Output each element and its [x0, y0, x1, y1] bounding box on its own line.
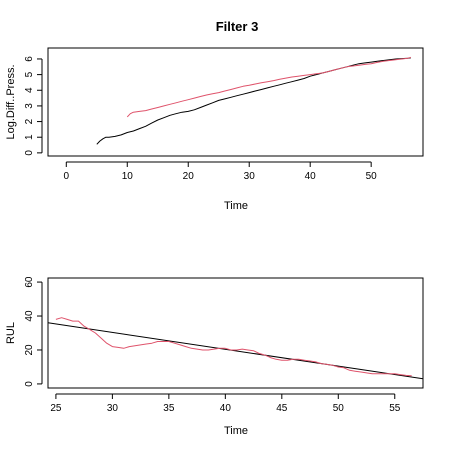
bottom-x-tick-label: 35 [163, 403, 175, 414]
bottom-x-tick-label: 30 [107, 403, 119, 414]
bottom-y-tick-label: 60 [24, 276, 35, 288]
bottom-x-tick-label: 45 [276, 403, 288, 414]
top-y-tick-label: 0 [24, 150, 35, 156]
top-y-tick-label: 5 [24, 71, 35, 77]
top-panel: 0 10 20 30 40 50 0 1 2 3 4 5 6 Time Log.Diff..Press… [5, 47, 424, 212]
bottom-x-axis-label: Time [224, 425, 248, 437]
top-x-tick-label: 50 [366, 171, 378, 182]
top-y-tick-label: 2 [24, 118, 35, 124]
top-y-tick-label: 3 [24, 103, 35, 109]
top-y-axis-label: Log.Diff..Press. [5, 65, 17, 140]
bottom-x-axis: 25 30 35 40 45 50 55 [50, 393, 401, 414]
bottom-x-tick-label: 40 [220, 403, 232, 414]
bottom-y-tick-label: 0 [24, 381, 35, 387]
bottom-series-line-1 [47, 322, 424, 380]
bottom-panel: 25 30 35 40 45 50 55 0 20 40 60 Time RUL [5, 276, 424, 437]
top-y-tick-label: 1 [24, 134, 35, 140]
top-series-line-2 [126, 56, 411, 118]
top-x-tick-label: 30 [244, 171, 256, 182]
top-y-tick-label: 4 [24, 87, 35, 93]
bottom-series-lines [47, 317, 424, 380]
top-series-lines [96, 56, 411, 145]
top-y-tick-label: 6 [24, 56, 35, 62]
top-x-axis-label: Time [224, 200, 248, 212]
figure-title: Filter 3 [216, 19, 259, 34]
bottom-plot-box [47, 277, 424, 389]
bottom-series-line-2 [55, 317, 412, 377]
top-x-axis: 0 10 20 30 40 50 [64, 161, 378, 182]
bottom-y-axis: 0 20 40 60 [24, 276, 43, 387]
top-x-tick-label: 20 [183, 171, 195, 182]
bottom-y-axis-label: RUL [5, 322, 17, 344]
bottom-x-tick-label: 50 [333, 403, 345, 414]
bottom-y-tick-label: 40 [24, 310, 35, 322]
bottom-x-tick-label: 55 [389, 403, 401, 414]
top-x-tick-label: 40 [305, 171, 317, 182]
top-series-line-1 [96, 57, 411, 145]
top-x-tick-label: 10 [122, 171, 134, 182]
bottom-y-tick-label: 20 [24, 344, 35, 356]
top-x-tick-label: 0 [64, 171, 70, 182]
bottom-x-tick-label: 25 [50, 403, 62, 414]
top-y-axis: 0 1 2 3 4 5 6 [24, 56, 43, 156]
top-plot-box [47, 47, 424, 157]
